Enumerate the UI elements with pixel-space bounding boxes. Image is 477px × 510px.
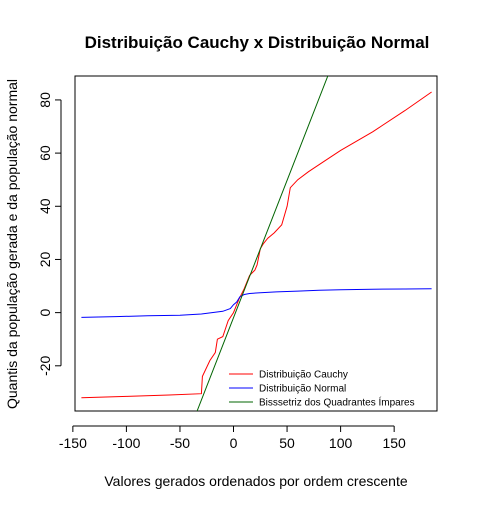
x-tick-label: 50 — [279, 435, 295, 451]
x-tick-label: -50 — [170, 435, 190, 451]
y-tick-label: -20 — [37, 355, 53, 375]
x-tick-label: -100 — [112, 435, 140, 451]
y-tick-label: 0 — [37, 309, 53, 317]
legend-entry: Distribuição Normal — [259, 384, 346, 395]
y-tick-label: 60 — [37, 145, 53, 161]
plot-frame — [74, 75, 438, 412]
y-axis-label: Quantis da população gerada e da populaç… — [4, 79, 20, 409]
series-line-bisector — [196, 76, 329, 411]
x-axis: -150 -100 -50 0 50 100 150 — [59, 425, 406, 451]
plot-lines — [81, 76, 432, 411]
x-tick-label: 150 — [382, 435, 406, 451]
x-axis-label: Valores gerados ordenados por ordem cres… — [104, 473, 407, 489]
x-tick-label: 100 — [329, 435, 353, 451]
legend-entry: Bisssetriz dos Quadrantes Ímpares — [259, 396, 415, 409]
legend: Distribuição Cauchy Distribuição NormalBi… — [229, 370, 415, 409]
x-tick-label: 0 — [230, 435, 238, 451]
y-tick-label: 40 — [37, 198, 53, 214]
series-line-cauchy — [81, 91, 432, 399]
x-tick-label: -150 — [59, 435, 87, 451]
chart-title: Distribuição Cauchy x Distribuição Norma… — [85, 33, 430, 52]
series-line-normal — [81, 288, 432, 318]
y-axis: -20 0 20 40 60 80 — [37, 92, 62, 376]
legend-entry: Distribuição Cauchy — [259, 370, 348, 381]
y-tick-label: 80 — [37, 92, 53, 108]
y-tick-label: 20 — [37, 251, 53, 267]
